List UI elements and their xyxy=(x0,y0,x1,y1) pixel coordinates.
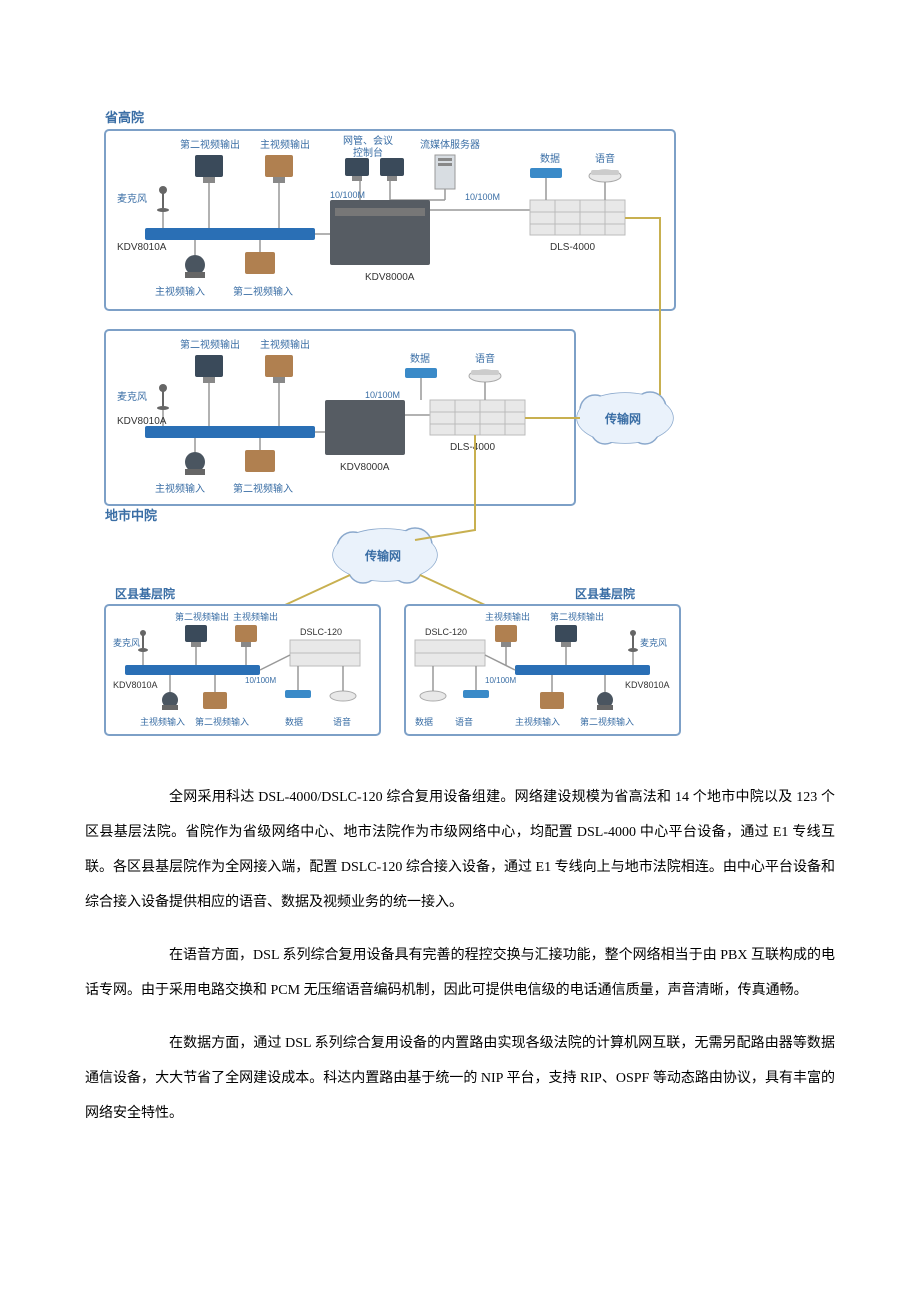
endpoint-device xyxy=(145,228,315,240)
prov-second-in-label: 第二视频输入 xyxy=(233,285,293,298)
camera-icon xyxy=(245,252,275,274)
network-topology-diagram: 省高院 第二视频输出 主视频输出 网管、会议 控制台 流媒体服务器 数据 语音 xyxy=(85,100,835,750)
monitor-icon xyxy=(495,625,517,647)
mux-device xyxy=(530,200,625,235)
monitor-icon xyxy=(235,625,257,647)
mux-device xyxy=(430,400,525,435)
prov-main-out-label: 主视频输出 xyxy=(260,138,310,151)
cr-main-in: 主视频输入 xyxy=(515,716,560,727)
monitor-icon xyxy=(265,355,293,383)
muni-mcu-label: KDV8000A xyxy=(340,462,390,473)
county-right-title: 区县基层院 xyxy=(575,586,635,601)
mcu-device xyxy=(325,400,405,455)
muni-endpoint-label: KDV8010A xyxy=(117,416,167,427)
prov-data-label: 数据 xyxy=(540,152,560,165)
prov-media-server-label: 流媒体服务器 xyxy=(420,138,480,151)
microphone-icon xyxy=(157,384,169,410)
monitor-icon xyxy=(195,355,223,383)
endpoint-device xyxy=(145,426,315,438)
phone-icon xyxy=(589,170,621,182)
cr-endpoint-label: KDV8010A xyxy=(625,680,670,690)
camera-icon xyxy=(162,692,178,710)
document-body: 全网采用科达 DSL-4000/DSLC-120 综合复用设备组建。网络建设规模… xyxy=(85,780,835,1131)
cr-voice: 语音 xyxy=(455,716,473,727)
endpoint-device xyxy=(125,665,260,675)
cl-data: 数据 xyxy=(285,716,303,727)
muni-data-label: 数据 xyxy=(410,352,430,365)
provincial-title: 省高院 xyxy=(104,110,144,125)
cl-link: 10/100M xyxy=(245,676,276,685)
cl-voice: 语音 xyxy=(333,716,351,727)
phone-icon xyxy=(469,370,501,382)
prov-second-out-label: 第二视频输出 xyxy=(180,138,240,151)
municipal-title: 地市中院 xyxy=(105,508,157,523)
server-icon xyxy=(435,155,455,189)
paragraph-1: 全网采用科达 DSL-4000/DSLC-120 综合复用设备组建。网络建设规模… xyxy=(85,780,835,920)
cl-mux-label: DSLC-120 xyxy=(300,627,342,637)
switch-icon xyxy=(530,168,562,178)
muni-mic-label: 麦克风 xyxy=(117,391,147,403)
prov-mux-label: DLS-4000 xyxy=(550,242,595,253)
prov-endpoint-label: KDV8010A xyxy=(117,242,167,253)
prov-link1-label: 10/100M xyxy=(330,190,365,200)
cr-mic: 麦克风 xyxy=(640,637,667,648)
phone-icon xyxy=(330,691,356,701)
switch-icon xyxy=(463,690,489,698)
cr-main-out: 主视频输出 xyxy=(485,611,530,622)
prov-mcu-label: KDV8000A xyxy=(365,272,415,283)
microphone-icon xyxy=(628,630,638,652)
endpoint-device xyxy=(515,665,650,675)
monitor-icon xyxy=(185,625,207,647)
paragraph-2: 在语音方面，DSL 系列综合复用设备具有完善的程控交换与汇接功能，整个网络相当于… xyxy=(85,938,835,1008)
phone-icon xyxy=(420,691,446,701)
muni-main-in-label: 主视频输入 xyxy=(155,482,205,495)
prov-nms-label-1: 网管、会议 xyxy=(343,134,393,147)
muni-link1-label: 10/100M xyxy=(365,390,400,400)
county-left-title: 区县基层院 xyxy=(115,586,175,601)
cl-endpoint-label: KDV8010A xyxy=(113,680,158,690)
cl-mic: 麦克风 xyxy=(113,637,140,648)
switch-icon xyxy=(285,690,311,698)
camera-icon xyxy=(185,452,205,475)
transport-label-1: 传输网 xyxy=(604,411,641,426)
cr-data: 数据 xyxy=(415,716,433,727)
muni-second-out-label: 第二视频输出 xyxy=(180,338,240,351)
monitor-icon xyxy=(345,158,369,181)
monitor-icon xyxy=(380,158,404,181)
transport-label-2: 传输网 xyxy=(364,548,401,563)
cr-link: 10/100M xyxy=(485,676,516,685)
camera-icon xyxy=(245,450,275,472)
camera-icon xyxy=(185,255,205,278)
prov-nms-label-2: 控制台 xyxy=(353,146,383,159)
paragraph-3: 在数据方面，通过 DSL 系列综合复用设备的内置路由实现各级法院的计算机网互联，… xyxy=(85,1026,835,1131)
monitor-icon xyxy=(195,155,223,183)
cl-second-out: 第二视频输出 xyxy=(175,611,229,622)
prov-main-in-label: 主视频输入 xyxy=(155,285,205,298)
camera-icon xyxy=(540,692,564,709)
muni-voice-label: 语音 xyxy=(475,352,495,365)
microphone-icon xyxy=(157,186,169,212)
monitor-icon xyxy=(555,625,577,647)
cr-second-out: 第二视频输出 xyxy=(550,611,604,622)
cl-main-out: 主视频输出 xyxy=(233,611,278,622)
cr-second-in: 第二视频输入 xyxy=(580,716,634,727)
prov-mic-label: 麦克风 xyxy=(117,193,147,205)
camera-icon xyxy=(597,692,613,710)
cl-main-in: 主视频输入 xyxy=(140,716,185,727)
muni-mux-label: DLS-4000 xyxy=(450,442,495,453)
muni-second-in-label: 第二视频输入 xyxy=(233,482,293,495)
camera-icon xyxy=(203,692,227,709)
switch-icon xyxy=(405,368,437,378)
muni-main-out-label: 主视频输出 xyxy=(260,338,310,351)
prov-link2-label: 10/100M xyxy=(465,192,500,202)
monitor-icon xyxy=(265,155,293,183)
cr-mux-label: DSLC-120 xyxy=(425,627,467,637)
cl-second-in: 第二视频输入 xyxy=(195,716,249,727)
prov-voice-label: 语音 xyxy=(595,152,615,165)
